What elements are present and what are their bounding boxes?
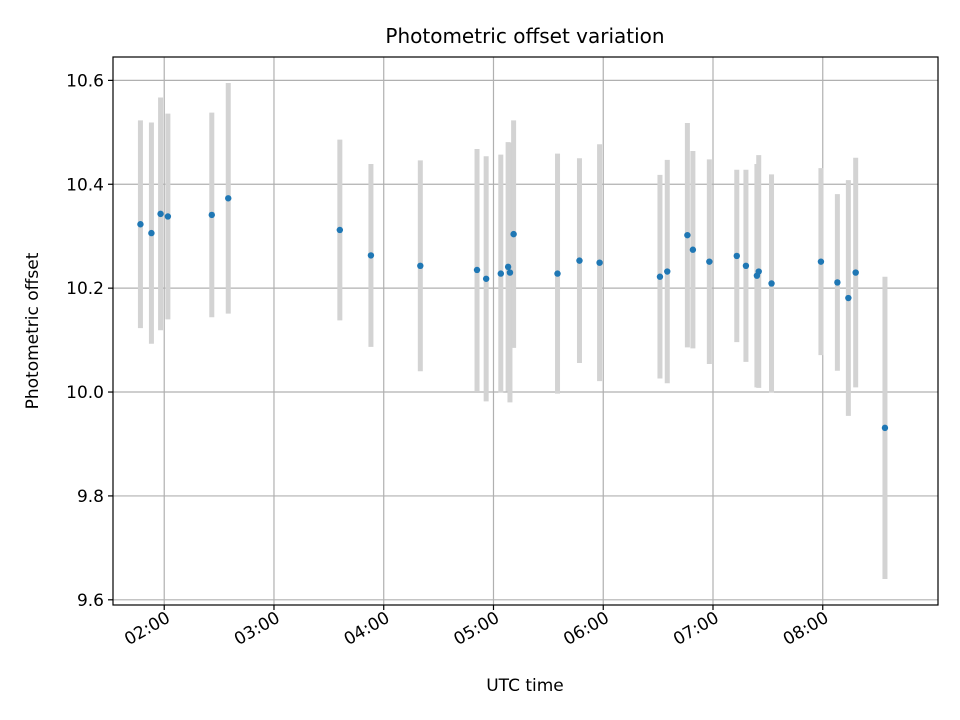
y-tick-label: 9.8 <box>77 487 104 507</box>
y-tick-label: 10.4 <box>66 175 104 195</box>
data-point <box>852 269 859 276</box>
data-point <box>336 226 344 234</box>
data-point <box>596 259 603 266</box>
data-point <box>742 262 750 270</box>
data-point <box>689 246 697 253</box>
data-point <box>148 229 155 237</box>
data-point <box>137 221 144 228</box>
data-point <box>554 270 561 277</box>
data-point <box>473 266 481 274</box>
data-point <box>504 263 512 271</box>
data-points <box>137 195 889 432</box>
data-point <box>664 268 671 275</box>
y-tick-label: 9.6 <box>77 591 104 611</box>
data-point <box>506 269 514 276</box>
data-point <box>482 275 490 282</box>
data-point <box>684 231 691 239</box>
data-point <box>834 279 841 286</box>
grid <box>113 57 938 605</box>
data-point <box>164 213 172 220</box>
x-axis-label: UTC time <box>486 676 564 696</box>
data-point <box>845 294 852 302</box>
data-point <box>367 252 375 259</box>
data-point <box>656 273 664 280</box>
data-point <box>157 210 164 218</box>
y-tick-label: 10.2 <box>66 279 104 299</box>
data-point <box>706 258 713 265</box>
data-point <box>768 280 775 287</box>
y-axis-label: Photometric offset <box>23 252 43 409</box>
data-point <box>417 262 424 270</box>
data-point <box>755 268 762 275</box>
data-point <box>881 424 889 432</box>
y-tick-label: 10.0 <box>66 383 104 403</box>
y-axis: 9.6 9.8 10.0 10.2 10.4 10.6 <box>66 71 113 611</box>
data-point <box>208 211 215 219</box>
plot-frame <box>112 56 939 606</box>
data-point <box>733 252 740 260</box>
data-point <box>225 195 232 202</box>
data-point <box>497 270 505 277</box>
data-point <box>817 258 825 265</box>
y-tick-label: 10.6 <box>66 71 104 91</box>
chart-title: Photometric offset variation <box>385 24 664 48</box>
data-point <box>510 230 517 238</box>
data-point <box>576 257 583 264</box>
